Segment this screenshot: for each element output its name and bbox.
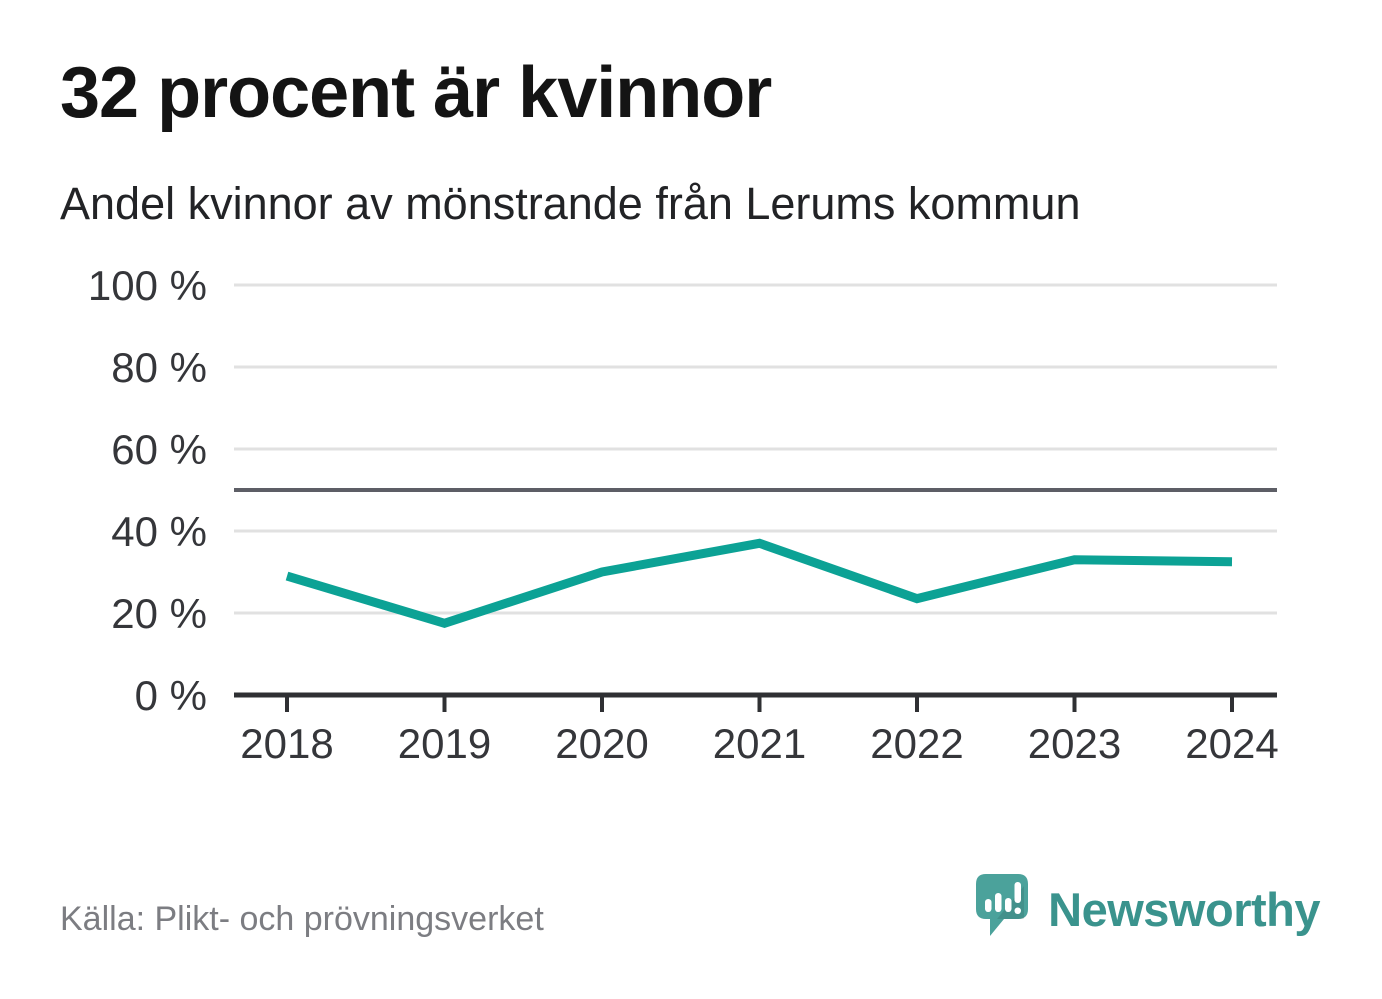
newsworthy-wordmark: Newsworthy: [1048, 883, 1320, 936]
newsworthy-logo: Newsworthy: [976, 874, 1320, 946]
x-tick-label: 2024: [1185, 720, 1278, 767]
x-tick-label: 2020: [555, 720, 648, 767]
x-tick-label: 2022: [870, 720, 963, 767]
x-tick-label: 2023: [1028, 720, 1121, 767]
chart-subtitle: Andel kvinnor av mönstrande från Lerums …: [60, 178, 1081, 229]
source-caption: Källa: Plikt- och prövningsverket: [60, 900, 544, 938]
y-tick-label: 100 %: [88, 262, 207, 309]
x-tick-label: 2019: [398, 720, 491, 767]
y-tick-label: 40 %: [111, 508, 207, 555]
y-tick-label: 80 %: [111, 344, 207, 391]
x-tick-label: 2018: [240, 720, 333, 767]
chart-title: 32 procent är kvinnor: [60, 53, 772, 133]
y-tick-label: 0 %: [135, 672, 207, 719]
data-line-andel-kvinnor: [285, 538, 1233, 628]
y-tick-label: 20 %: [111, 590, 207, 637]
x-tick-label: 2021: [713, 720, 806, 767]
newsworthy-logo-icon: [976, 874, 1029, 936]
y-tick-label: 60 %: [111, 426, 207, 473]
